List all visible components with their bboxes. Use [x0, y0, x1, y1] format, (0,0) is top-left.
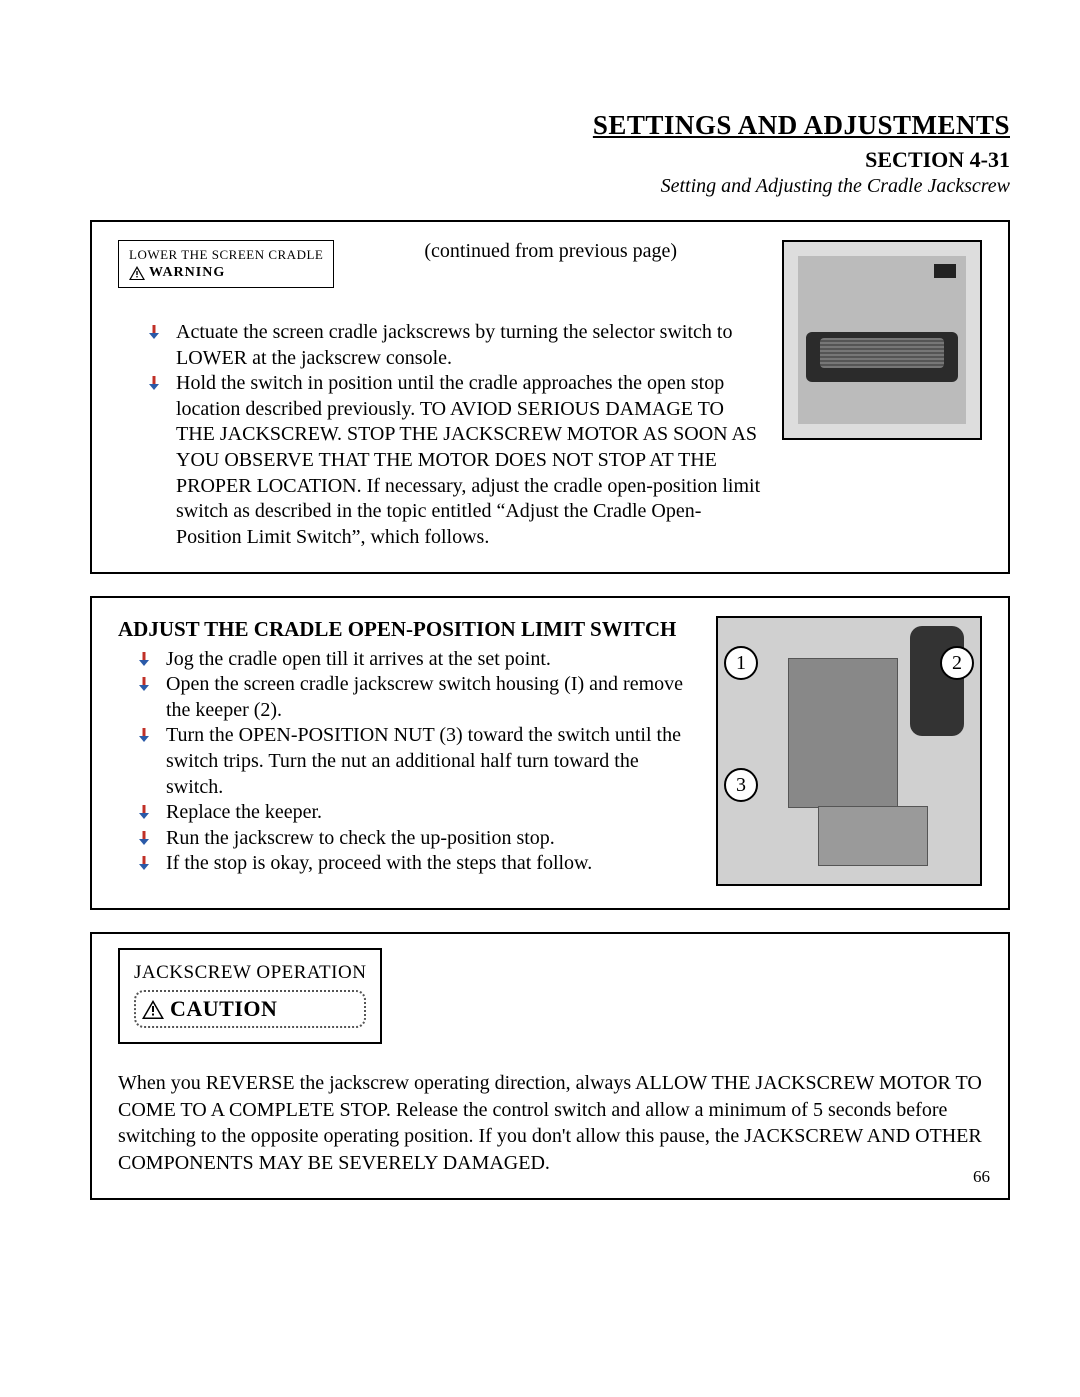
bullet-text: Run the jackscrew to check the up-positi…: [166, 827, 555, 849]
figure-switch-photo: 1 2 3: [716, 616, 982, 886]
bullet-text: If the stop is okay, proceed with the st…: [166, 852, 592, 874]
bullet-arrow-icon: [136, 830, 152, 846]
bullet-text: Open the screen cradle jackscrew switch …: [166, 673, 683, 721]
bullet-text: Actuate the screen cradle jackscrews by …: [176, 321, 732, 369]
section-subtitle: Setting and Adjusting the Cradle Jackscr…: [90, 175, 1010, 198]
page: SETTINGS AND ADJUSTMENTS SECTION 4-31 Se…: [0, 0, 1080, 1397]
bullet-arrow-icon: [136, 855, 152, 871]
header-group: SETTINGS AND ADJUSTMENTS SECTION 4-31 Se…: [90, 110, 1010, 198]
bullet-arrow-icon: [136, 651, 152, 667]
list-item: Open the screen cradle jackscrew switch …: [136, 672, 696, 723]
box2-heading: ADJUST THE CRADLE OPEN-POSITION LIMIT SW…: [118, 616, 696, 642]
caution-body: When you REVERSE the jackscrew operating…: [118, 1070, 982, 1176]
box2-bullets: Jog the cradle open till it arrives at t…: [118, 647, 696, 877]
callout-2: 2: [940, 646, 974, 680]
figure-machine-photo: [782, 240, 982, 440]
callout-1: 1: [724, 646, 758, 680]
section-label: SECTION 4-31: [90, 147, 1010, 173]
bullet-arrow-icon: [136, 804, 152, 820]
list-item: Turn the OPEN-POSITION NUT (3) toward th…: [136, 723, 696, 800]
bullet-arrow-icon: [146, 324, 162, 340]
bullet-text: Replace the keeper.: [166, 801, 322, 823]
caution-tag-title: JACKSCREW OPERATION: [134, 962, 366, 984]
warning-label: WARNING: [149, 265, 225, 281]
list-item: Replace the keeper.: [136, 800, 696, 826]
bullet-arrow-icon: [136, 676, 152, 692]
list-item: Jog the cradle open till it arrives at t…: [136, 647, 696, 673]
box-caution: JACKSCREW OPERATION CAUTION When you REV…: [90, 932, 1010, 1200]
box1-bullets: Actuate the screen cradle jackscrews by …: [118, 320, 762, 550]
box-lower-cradle: LOWER THE SCREEN CRADLE WARNING: [90, 220, 1010, 574]
list-item: Actuate the screen cradle jackscrews by …: [146, 320, 762, 371]
continued-note: (continued from previous page): [424, 240, 677, 263]
list-item: Hold the switch in position until the cr…: [146, 371, 762, 550]
main-title: SETTINGS AND ADJUSTMENTS: [593, 110, 1010, 141]
warning-triangle-icon: [129, 266, 145, 280]
list-item: If the stop is okay, proceed with the st…: [136, 851, 696, 877]
bullet-text: Jog the cradle open till it arrives at t…: [166, 648, 551, 670]
bullet-arrow-icon: [146, 375, 162, 391]
page-number: 66: [973, 1167, 990, 1187]
caution-triangle-icon: [142, 1000, 164, 1019]
box-adjust-limit-switch: ADJUST THE CRADLE OPEN-POSITION LIMIT SW…: [90, 596, 1010, 910]
bullet-text: Hold the switch in position until the cr…: [176, 372, 760, 548]
bullet-text: Turn the OPEN-POSITION NUT (3) toward th…: [166, 724, 681, 797]
warning-tag-title: LOWER THE SCREEN CRADLE: [129, 247, 323, 263]
list-item: Run the jackscrew to check the up-positi…: [136, 826, 696, 852]
caution-label: CAUTION: [170, 996, 277, 1022]
caution-tag: JACKSCREW OPERATION CAUTION: [118, 948, 382, 1044]
callout-3: 3: [724, 768, 758, 802]
warning-tag: LOWER THE SCREEN CRADLE WARNING: [118, 240, 334, 288]
bullet-arrow-icon: [136, 727, 152, 743]
